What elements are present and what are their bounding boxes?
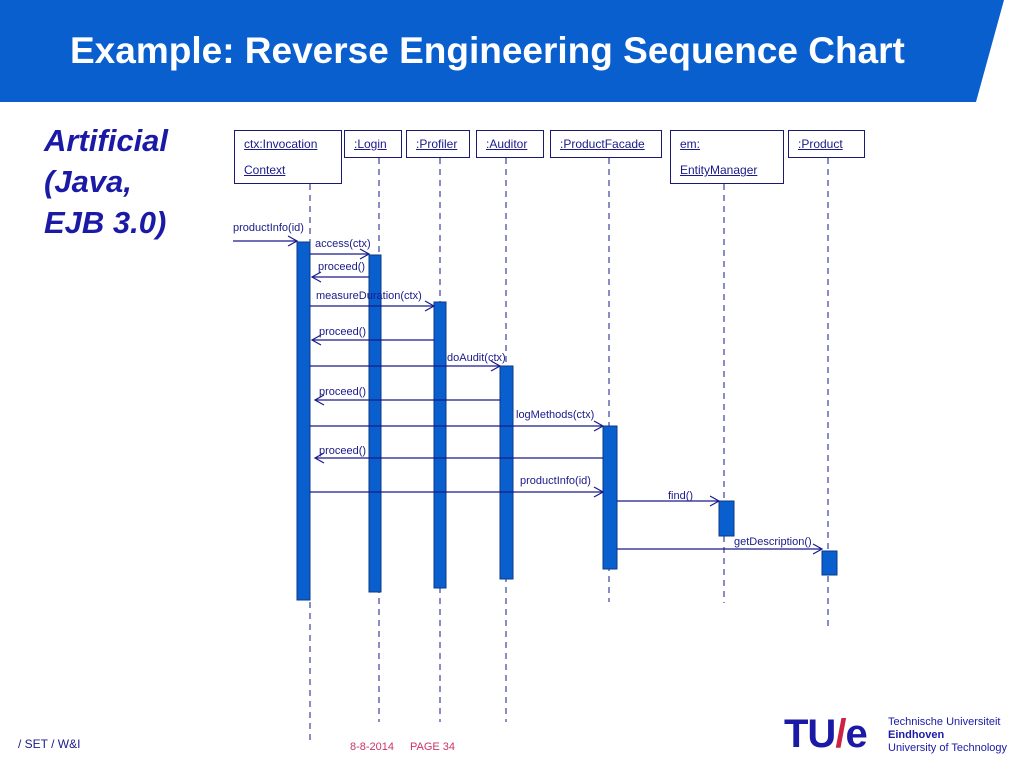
object-label: :Login [354, 137, 387, 151]
slide-title: Example: Reverse Engineering Sequence Ch… [70, 30, 905, 71]
object-box-profiler: :Profiler [406, 130, 470, 158]
message-label: measureDuration(ctx) [316, 290, 422, 302]
arrow-head [593, 486, 605, 498]
message-label: proceed() [319, 386, 367, 398]
side-label-line: (Java, [44, 164, 132, 199]
activation-bar-login [368, 254, 382, 593]
side-label-line: EJB 3.0) [44, 205, 167, 240]
activation-bar-facade [602, 425, 618, 570]
arrow-head [313, 394, 325, 406]
arrow-head [310, 334, 322, 346]
activation-bar-auditor [499, 365, 514, 580]
object-box-ctx: ctx:Invocation Context [234, 130, 342, 184]
logo-line: Eindhoven [888, 729, 945, 741]
logo-mark-slash: / [835, 712, 846, 756]
object-box-em: em: EntityManager [670, 130, 784, 184]
message-label: productInfo(id) [520, 475, 591, 487]
object-label: ctx:Invocation [244, 137, 318, 151]
arrow-head [310, 271, 322, 283]
arrow-head [812, 543, 824, 555]
side-label: Artificial (Java, EJB 3.0) [44, 120, 168, 243]
logo-mark-left: TU [784, 712, 836, 756]
logo-mark-right: e [845, 712, 867, 756]
object-label: EntityManager [680, 163, 758, 177]
message-label: proceed() [318, 261, 366, 273]
arrow-head [287, 235, 299, 247]
activation-bar-em [718, 500, 735, 537]
object-label: em: [680, 137, 701, 151]
object-label: :Profiler [416, 137, 458, 151]
logo-text: Technische Universiteit Eindhoven Univer… [888, 716, 1007, 755]
message-label: access(ctx) [315, 238, 371, 250]
object-box-product: :Product [788, 130, 865, 158]
arrow-head [424, 300, 436, 312]
side-label-line: Artificial [44, 123, 169, 158]
logo-line: Technische Universiteit [888, 716, 1001, 728]
footer-page-number: PAGE 34 [410, 741, 456, 753]
arrow-head [359, 248, 371, 260]
university-logo: TU/e Technische Universiteit Eindhoven U… [784, 712, 1020, 758]
logo-line: University of Technology [888, 742, 1008, 754]
message-label: proceed() [319, 445, 367, 457]
arrow-head [490, 360, 502, 372]
message-label: getDescription() [734, 536, 812, 548]
object-label: Context [244, 163, 286, 177]
message-label: proceed() [319, 326, 367, 338]
arrow-head [709, 495, 721, 507]
object-label: :ProductFacade [560, 137, 645, 151]
object-label: :Auditor [486, 137, 528, 151]
header-banner: Example: Reverse Engineering Sequence Ch… [0, 0, 1024, 102]
message-label: doAudit(ctx) [447, 352, 506, 364]
activation-bar-profiler [433, 301, 447, 589]
activation-bar-ctx [296, 241, 311, 601]
activation-bar-product [821, 550, 838, 576]
arrow-head [313, 452, 325, 464]
message-label: logMethods(ctx) [516, 409, 595, 421]
object-box-login: :Login [344, 130, 402, 158]
header-background [0, 0, 1004, 102]
footer-department: / SET / W&I [18, 737, 81, 751]
logo-mark: TU/e [784, 712, 868, 757]
object-box-auditor: :Auditor [476, 130, 544, 158]
arrow-head [593, 420, 605, 432]
message-label: productInfo(id) [233, 222, 304, 234]
message-label: find() [668, 490, 694, 502]
object-label: :Product [798, 137, 843, 151]
object-box-facade: :ProductFacade [550, 130, 662, 158]
footer-date: 8-8-2014 [350, 741, 395, 753]
